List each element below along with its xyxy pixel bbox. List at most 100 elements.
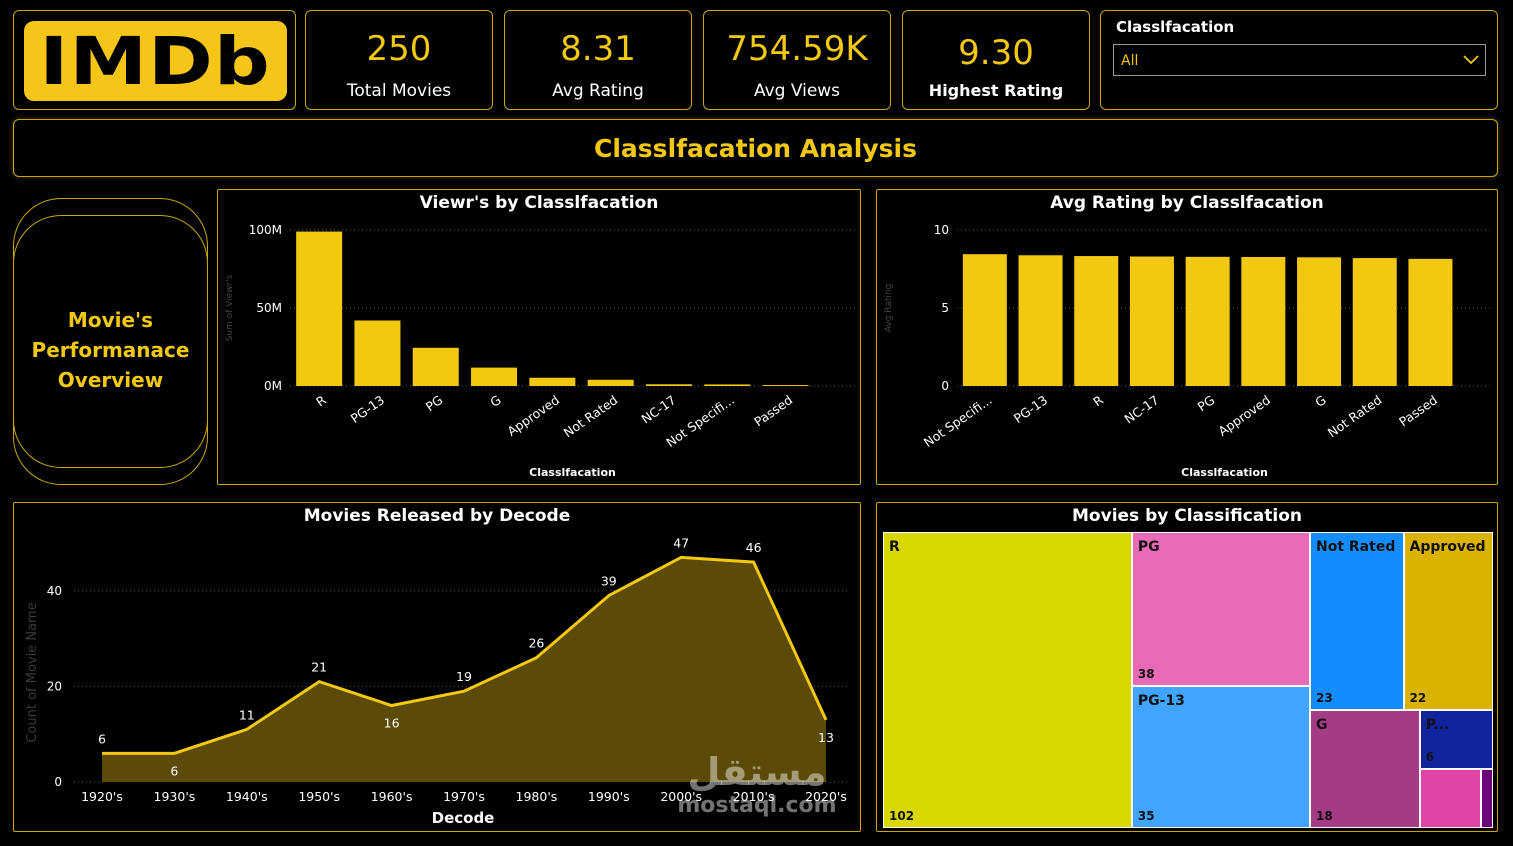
- chart-title: Viewr's by Classlfacation: [419, 193, 659, 213]
- treemap-cell-value: 23: [1316, 690, 1333, 705]
- rating-chart-panel: Avg Rating by Classlfacation 0 5 10 Avg Rat…: [876, 189, 1498, 485]
- x-tick-label: Not Rated: [561, 392, 621, 440]
- treemap-cell-label: PG: [1137, 539, 1160, 555]
- filter-label: Classlfacation: [1116, 18, 1235, 36]
- x-tick-label: PG: [1195, 392, 1218, 414]
- bar[interactable]: [704, 384, 751, 386]
- kpi-value: 9.30: [958, 33, 1034, 73]
- kpi-avg-rating: 8.31 Avg Rating: [504, 10, 692, 110]
- treemap-panel: Movies by Classification R 102 PG 38 PG-13 35…: [876, 502, 1498, 832]
- section-banner: Classlfacation Analysis: [13, 119, 1498, 177]
- side-card-title: Movie's Performanace Overview: [31, 308, 190, 392]
- treemap-cell-value: 22: [1409, 690, 1427, 705]
- treemap-cell-label: Not Rated: [1316, 539, 1396, 555]
- views-chart-panel: Viewr's by Classlfacation 0M 50M 100M Sum o…: [217, 189, 861, 485]
- x-tick-label: 1990's: [588, 789, 630, 804]
- bar[interactable]: [412, 347, 459, 386]
- treemap-cell[interactable]: Approved 22: [1403, 532, 1493, 710]
- treemap-cell[interactable]: P... 6: [1419, 709, 1493, 769]
- treemap-cell-label: P...: [1425, 716, 1450, 733]
- decade-chart-panel: Movies Released by Decode 0 20 40 Count of …: [13, 502, 861, 832]
- data-label: 47: [673, 535, 689, 550]
- imdb-logo-text: IMDb: [39, 22, 272, 100]
- treemap-cell[interactable]: PG 38: [1131, 532, 1310, 687]
- bar[interactable]: [1018, 255, 1063, 386]
- bar[interactable]: [762, 385, 809, 386]
- kpi-label: Highest Rating: [928, 81, 1064, 100]
- treemap-cell[interactable]: PG-13 35: [1131, 686, 1310, 828]
- decade-area-chart: 0 20 40 Count of Movie Name 1920's 6 1930's 6 19…: [25, 535, 850, 827]
- treemap-cell[interactable]: [1480, 768, 1493, 828]
- classification-dropdown[interactable]: All: [1113, 44, 1486, 76]
- bar[interactable]: [1185, 256, 1230, 386]
- x-tick-label: 2010's: [733, 789, 775, 804]
- treemap-cell[interactable]: R 102: [883, 532, 1132, 828]
- treemap-cell-label: Approved: [1409, 539, 1486, 555]
- bar[interactable]: [471, 367, 518, 386]
- treemap-cell-label: R: [889, 539, 900, 555]
- views-bar-chart: 0M 50M 100M Sum of Viewr's R PG-13 PG G Approved…: [225, 223, 855, 479]
- y-tick-label: 20: [47, 679, 62, 693]
- x-tick-label: Passed: [751, 392, 795, 429]
- x-axis-title: Decode: [432, 809, 495, 827]
- kpi-value: 250: [366, 29, 432, 69]
- chart-title: Movies Released by Decode: [303, 506, 571, 526]
- y-axis-title: Sum of Viewr's: [225, 274, 235, 341]
- x-tick-label: Passed: [1396, 392, 1440, 429]
- bar[interactable]: [354, 320, 401, 386]
- x-tick-label: 1930's: [154, 789, 196, 804]
- bar[interactable]: [1241, 256, 1286, 386]
- x-tick-label: NC-17: [1122, 392, 1162, 426]
- bar[interactable]: [962, 254, 1007, 386]
- kpi-highest-rating: 9.30 Highest Rating: [902, 10, 1090, 110]
- bar[interactable]: [587, 379, 634, 386]
- y-axis-title: Count of Movie Name: [25, 602, 40, 742]
- banner-title: Classlfacation Analysis: [594, 134, 917, 163]
- y-tick-label: 0: [54, 775, 62, 789]
- x-tick-label: R: [1090, 392, 1106, 409]
- x-tick-label: Not Specifi...: [921, 392, 995, 450]
- classification-filter-panel: Classlfacation All: [1100, 10, 1498, 110]
- treemap-cell-value: 35: [1137, 808, 1155, 823]
- rating-bar-chart: 0 5 10 Avg Rating Not Specifi... PG-13 R NC-17 P…: [884, 223, 1492, 479]
- treemap-cell-value: 38: [1137, 667, 1155, 682]
- data-label: 26: [528, 636, 544, 651]
- imdb-logo: IMDb: [24, 21, 287, 101]
- x-tick-label: PG: [423, 392, 446, 414]
- x-tick-label: 1970's: [443, 789, 485, 804]
- dropdown-selected-value: All: [1121, 53, 1139, 69]
- x-tick-label: R: [313, 392, 329, 409]
- bar[interactable]: [1352, 258, 1397, 386]
- treemap-cell-label: G: [1316, 716, 1328, 733]
- bar[interactable]: [1408, 258, 1453, 386]
- treemap-cell[interactable]: [1419, 768, 1481, 828]
- y-tick-label: 40: [47, 584, 62, 598]
- side-card: Movie's Performanace Overview: [13, 215, 208, 485]
- x-tick-label: Approved: [504, 392, 562, 439]
- chart-title: Avg Rating by Classlfacation: [1050, 193, 1324, 213]
- data-label: 21: [311, 660, 327, 675]
- x-tick-label: 1920's: [81, 789, 123, 804]
- y-tick-label: 0: [941, 379, 949, 393]
- kpi-label: Avg Views: [753, 81, 841, 101]
- bar[interactable]: [1297, 257, 1342, 386]
- series-line[interactable]: [102, 555, 828, 755]
- bar[interactable]: [529, 377, 576, 386]
- data-label: 19: [456, 669, 472, 684]
- y-tick-label: 100M: [249, 223, 282, 237]
- bar[interactable]: [645, 384, 692, 386]
- x-tick-label: G: [1312, 392, 1329, 410]
- chevron-down-icon: [1463, 55, 1479, 65]
- x-tick-label: 1960's: [371, 789, 413, 804]
- data-label: 16: [384, 716, 400, 731]
- treemap-cell[interactable]: Not Rated 23: [1310, 532, 1404, 710]
- treemap-cell[interactable]: G 18: [1310, 709, 1420, 828]
- chart-title: Movies by Classification: [1072, 506, 1302, 526]
- kpi-label: Avg Rating: [552, 81, 644, 101]
- bar[interactable]: [1129, 256, 1174, 386]
- y-tick-label: 50M: [256, 301, 282, 315]
- y-axis-title: Avg Rating: [884, 284, 894, 333]
- data-label: 6: [170, 763, 178, 778]
- bar[interactable]: [1074, 256, 1119, 386]
- bar[interactable]: [296, 231, 343, 386]
